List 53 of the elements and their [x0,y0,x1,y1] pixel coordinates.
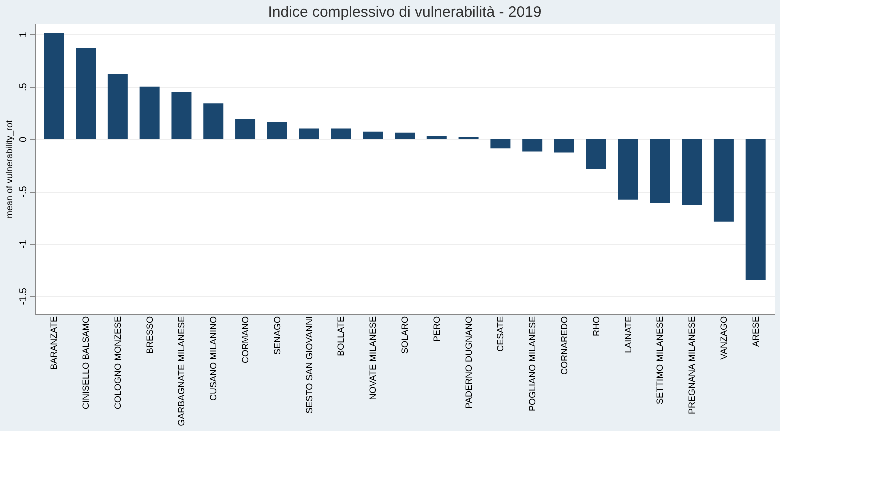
y-tick-label: -1 [18,239,30,249]
bar [650,139,670,204]
y-tick-label: -.5 [18,186,30,198]
bar [108,74,128,140]
bar [363,132,384,140]
x-tick-label: CORNAREDO [559,316,570,376]
x-tick-label: PERO [432,316,442,342]
y-tick-label: 1 [18,32,30,38]
x-tick-label: COLOGNO MONZESE [112,316,123,410]
bar [236,119,256,140]
bar [554,139,574,153]
x-tick-label: RHO [591,316,602,336]
bar [618,139,638,200]
x-tick-label: POGLIANO MILANESE [528,316,538,412]
x-tick-label: VANZAGO [718,316,729,360]
x-tick-label: SETTIMO MILANESE [655,316,666,405]
x-tick-label: CUSANO MILANINO [208,316,219,402]
bar [204,104,224,140]
x-tick-label: BARANZATE [49,316,60,370]
x-tick-label: GARBAGNATE MILANESE [176,316,187,426]
x-tick-label: LAINATE [623,316,634,354]
bar [682,139,702,206]
x-tick-label: PADERNO DUGNANO [464,316,474,409]
x-tick-label: SENAGO [272,316,282,356]
x-tick-label: BRESSO [144,316,155,354]
bar [299,128,320,140]
x-tick-label: NOVATE MILANESE [368,316,378,400]
bar [267,122,288,140]
x-tick-label: CINISELLO BALSAMO [81,316,92,410]
y-tick-label: .5 [18,82,30,92]
x-tick-label: SOLARO [400,316,410,354]
bar [490,139,511,149]
x-tick-label: ARESE [750,316,761,348]
y-tick-label: 0 [18,136,30,142]
y-tick-label: -1.5 [18,288,30,306]
x-tick-label: BOLLATE [336,316,346,356]
bar [76,48,96,140]
bar [522,139,543,152]
bar [140,86,160,140]
bar [395,132,415,140]
bar [44,33,64,140]
bar [172,92,192,140]
bar [586,139,606,170]
x-tick-label: SESTO SAN GIOVANNI [304,316,314,414]
bar [746,139,766,280]
y-axis-title: mean of vulnerability_rot [4,120,14,219]
bar [426,136,447,140]
x-tick-label: CORMANO [240,316,251,364]
bar [331,128,352,140]
x-tick-label: CESATE [496,316,506,352]
x-tick-label: PREGNANA MILANESE [687,316,698,415]
bar [714,139,734,222]
chart-title: Indice complessivo di vulnerabilità - 2019 [268,4,542,21]
